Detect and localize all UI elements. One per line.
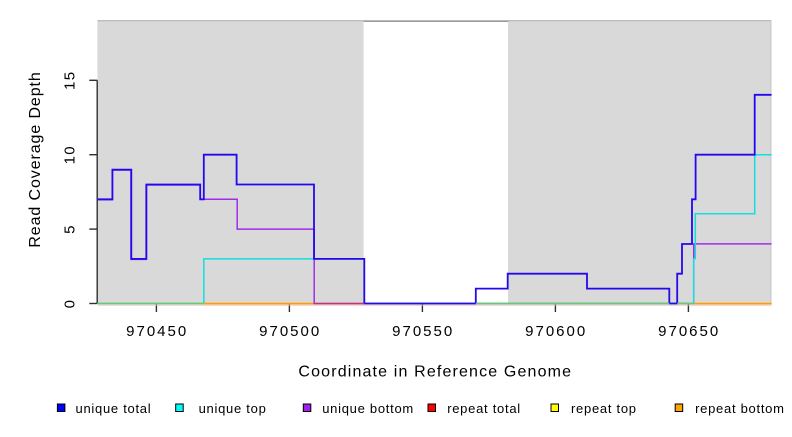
svg-text:unique top: unique top	[199, 401, 267, 416]
svg-text:repeat total: repeat total	[447, 401, 521, 416]
svg-text:15: 15	[62, 71, 79, 90]
svg-text:unique bottom: unique bottom	[322, 401, 414, 416]
svg-text:970550: 970550	[392, 323, 454, 340]
svg-text:Coordinate in Reference Genome: Coordinate in Reference Genome	[298, 363, 572, 380]
svg-text:0: 0	[62, 299, 79, 309]
svg-text:10: 10	[62, 145, 79, 164]
svg-text:unique total: unique total	[76, 401, 152, 416]
svg-text:970500: 970500	[259, 323, 321, 340]
svg-text:970450: 970450	[126, 323, 188, 340]
svg-text:Read Coverage Depth: Read Coverage Depth	[27, 71, 44, 247]
svg-text:970600: 970600	[525, 323, 587, 340]
svg-text:970650: 970650	[658, 323, 720, 340]
svg-text:5: 5	[62, 224, 79, 234]
svg-text:repeat bottom: repeat bottom	[695, 401, 785, 416]
svg-text:repeat top: repeat top	[571, 401, 637, 416]
